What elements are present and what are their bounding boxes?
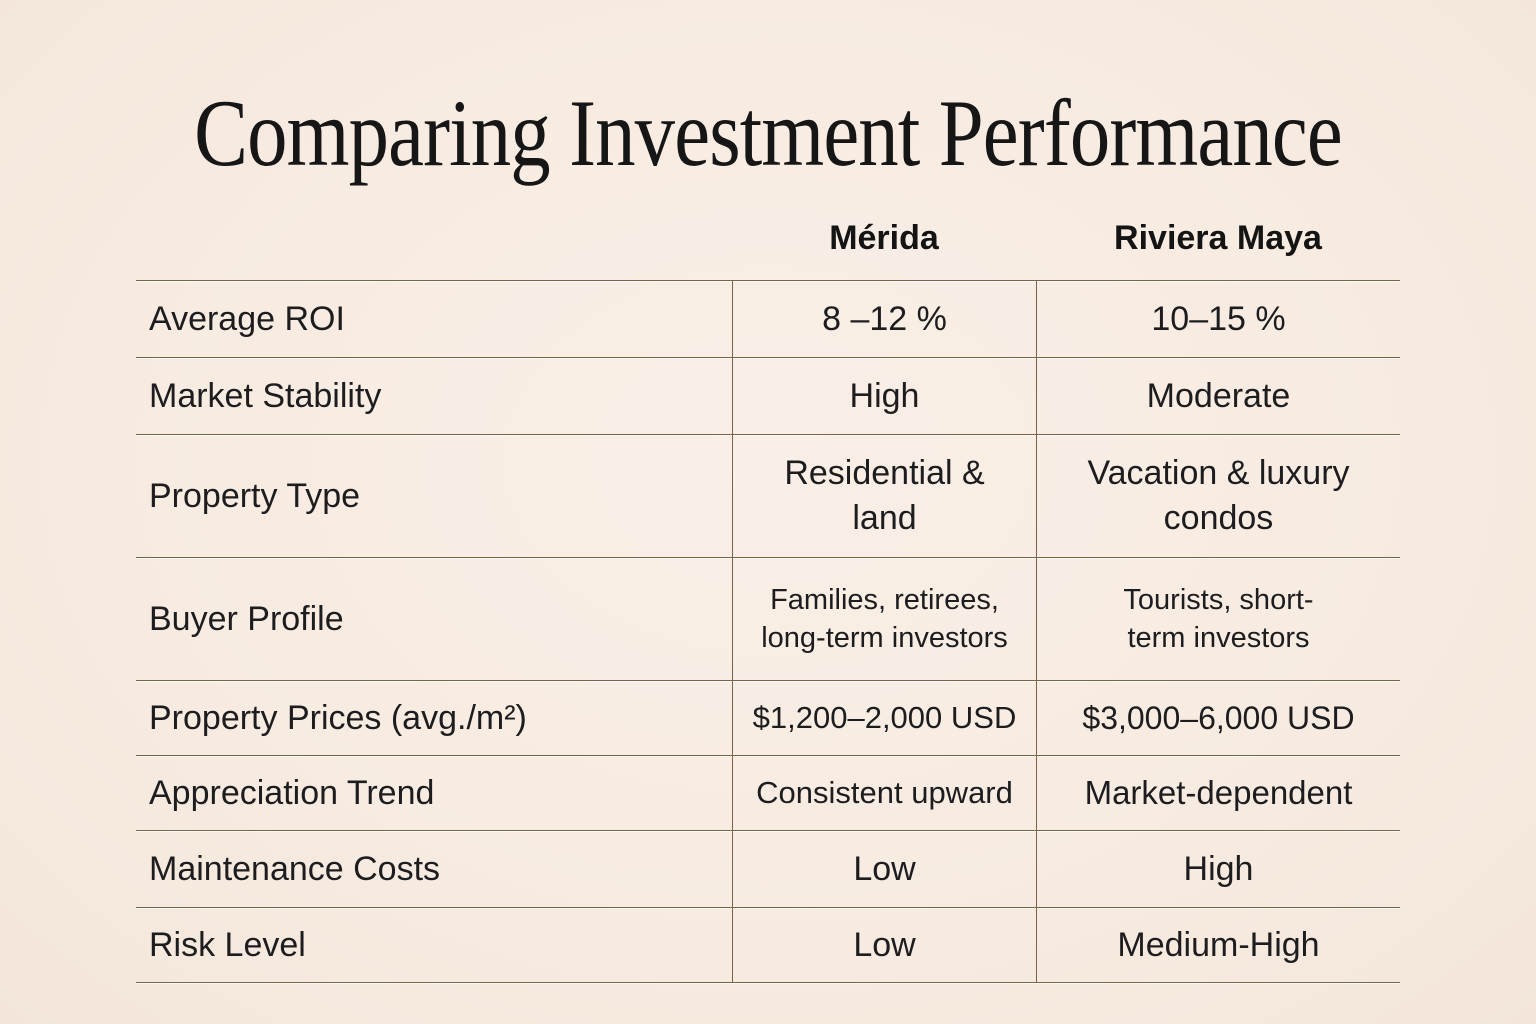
page-title: Comparing Investment Performance — [194, 80, 1343, 186]
column-header-merida: Mérida — [829, 219, 939, 257]
cell-merida: 8 –12 % — [732, 281, 1036, 357]
table-row-maintenance-costs: Maintenance Costs Low High — [136, 831, 1400, 908]
table-row-property-prices: Property Prices (avg./m²) $1,200–2,000 U… — [136, 681, 1400, 756]
cell-merida: Consistent upward — [732, 756, 1036, 830]
row-label: Maintenance Costs — [149, 849, 441, 888]
cell-riviera: Moderate — [1036, 358, 1400, 434]
cell-merida: Residential & land — [732, 435, 1036, 557]
row-label: Property Prices (avg./m²) — [149, 698, 527, 737]
row-label: Risk Level — [149, 925, 306, 964]
table-row-market-stability: Market Stability High Moderate — [136, 358, 1400, 435]
cell-merida: Families, retirees, long-term investors — [732, 558, 1036, 680]
cell-riviera: $3,000–6,000 USD — [1036, 681, 1400, 755]
cell-riviera: High — [1036, 831, 1400, 907]
table-row-property-type: Property Type Residential & land Vacatio… — [136, 435, 1400, 558]
cell-riviera: 10–15 % — [1036, 281, 1400, 357]
cell-merida: $1,200–2,000 USD — [732, 681, 1036, 755]
table-row-average-roi: Average ROI 8 –12 % 10–15 % — [136, 281, 1400, 358]
row-label: Buyer Profile — [149, 599, 344, 638]
cell-merida: Low — [732, 908, 1036, 982]
row-label: Average ROI — [149, 299, 345, 338]
column-header-riviera-maya: Riviera Maya — [1114, 219, 1322, 257]
cell-riviera: Medium-High — [1036, 908, 1400, 982]
cell-merida: Low — [732, 831, 1036, 907]
row-label: Appreciation Trend — [149, 773, 435, 812]
cell-merida: High — [732, 358, 1036, 434]
row-label: Property Type — [149, 476, 361, 515]
cell-riviera: Vacation & luxury condos — [1036, 435, 1400, 557]
table-row-buyer-profile: Buyer Profile Families, retirees, long-t… — [136, 558, 1400, 681]
comparison-table: Mérida Riviera Maya Average ROI 8 –12 % … — [136, 181, 1400, 983]
table-header-row: Mérida Riviera Maya — [136, 181, 1400, 281]
column-header-empty — [136, 258, 732, 280]
row-label: Market Stability — [149, 376, 382, 415]
cell-riviera: Tourists, short- term investors — [1036, 558, 1400, 680]
table-row-appreciation-trend: Appreciation Trend Consistent upward Mar… — [136, 756, 1400, 831]
cell-riviera: Market-dependent — [1036, 756, 1400, 830]
table-row-risk-level: Risk Level Low Medium-High — [136, 908, 1400, 983]
